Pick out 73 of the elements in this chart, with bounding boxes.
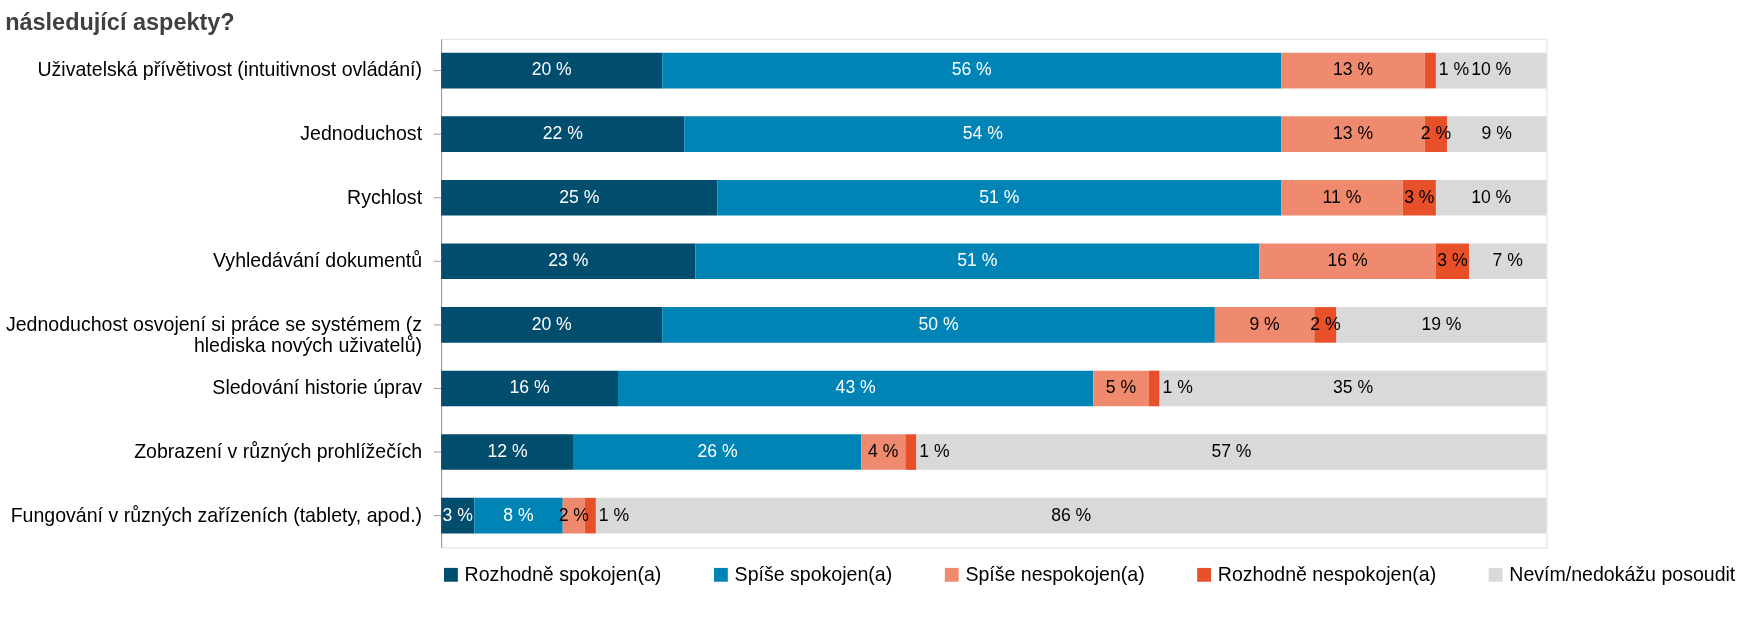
data-label: 43 % — [835, 377, 877, 398]
y-tick-label: Jednoduchost — [300, 122, 423, 145]
data-label: 9 % — [1249, 313, 1281, 334]
legend-label: Nevím/nedokážu posoudit — [1509, 562, 1736, 585]
data-label: 12 % — [487, 440, 528, 461]
bar — [441, 243, 696, 280]
data-label: 3 % — [442, 504, 474, 525]
data-label: 35 % — [1332, 377, 1374, 398]
data-label: 20 % — [531, 313, 573, 334]
data-label: 26 % — [697, 440, 738, 461]
data-label: 1 % — [919, 440, 951, 461]
legend-label: Spíše nespokojen(a) — [965, 562, 1145, 585]
bar — [441, 370, 618, 407]
data-label: 4 % — [868, 440, 899, 461]
legend-label: Rozhodně nespokojen(a) — [1217, 562, 1437, 585]
y-tick-label: Uživatelská přívětivost (intuitivnost ovládání) — [37, 58, 423, 81]
data-label: 25 % — [559, 186, 600, 207]
bar — [1424, 52, 1436, 89]
data-label: 7 % — [1492, 250, 1524, 271]
bar — [1259, 243, 1436, 280]
y-tick-label: Jednoduchost osvojení si práce se systémem (z hlediska nových uživatelů) — [5, 312, 423, 357]
bar — [1093, 370, 1149, 407]
data-label: 16 % — [1327, 250, 1368, 271]
bar — [717, 179, 1282, 216]
bar — [684, 116, 1282, 152]
bar — [662, 307, 1215, 343]
bar — [441, 179, 718, 216]
bar — [573, 434, 862, 470]
data-label: 54 % — [962, 123, 1004, 144]
data-label: 16 % — [509, 377, 550, 398]
bar — [1281, 52, 1425, 89]
bar — [861, 434, 906, 470]
bar — [441, 307, 663, 343]
data-label: 11 % — [1322, 186, 1362, 207]
data-label: 5 % — [1105, 377, 1137, 398]
bar — [618, 370, 1094, 407]
bar — [441, 116, 685, 152]
data-label: 9 % — [1481, 123, 1513, 144]
data-label: 13 % — [1332, 59, 1374, 80]
data-label: 8 % — [503, 504, 535, 525]
text: následující aspekty? — [5, 8, 235, 35]
bar — [441, 434, 574, 470]
data-label: 1 % — [1162, 377, 1194, 398]
data-label: 19 % — [1421, 313, 1462, 334]
bar — [1148, 370, 1160, 407]
data-label: 56 % — [951, 59, 993, 80]
data-label: 51 % — [957, 250, 998, 271]
bar — [1281, 179, 1403, 216]
bar — [695, 243, 1260, 280]
data-label: 1 % — [598, 504, 630, 525]
data-label: 1 % — [1438, 59, 1470, 80]
y-tick-label: Sledování historie úprav — [212, 376, 423, 399]
y-tick-label: Fungování v různých zařízeních (tablety, apod.) — [10, 503, 423, 526]
legend-label: Rozhodně spokojen(a) — [464, 562, 662, 585]
bar — [905, 434, 917, 470]
y-tick-label: Rychlost — [347, 185, 423, 208]
data-label: 3 % — [1437, 250, 1469, 271]
data-label: 51 % — [979, 186, 1020, 207]
data-label: 20 % — [531, 59, 573, 80]
data-label: 3 % — [1404, 186, 1435, 207]
legend-label: Spíše spokojen(a) — [734, 562, 893, 585]
data-label: 10 % — [1471, 186, 1512, 207]
bar — [441, 52, 663, 89]
data-label: 57 % — [1211, 440, 1252, 461]
data-label: 86 % — [1051, 504, 1092, 525]
bar — [662, 52, 1282, 89]
data-label: 23 % — [548, 250, 589, 271]
data-label: 13 % — [1332, 123, 1374, 144]
data-label: 50 % — [918, 313, 959, 334]
y-tick-label: Vyhledávání dokumentů — [213, 249, 423, 272]
y-tick-label: Zobrazení v různých prohlížečích — [134, 439, 423, 462]
data-label: 22 % — [542, 123, 584, 144]
data-label: 10 % — [1471, 59, 1512, 80]
